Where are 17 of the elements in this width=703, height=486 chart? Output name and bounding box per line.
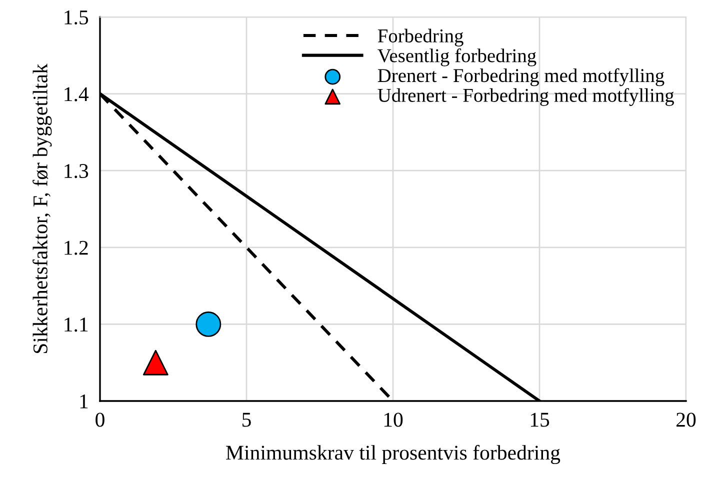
legend-label: Forbedring — [378, 28, 464, 46]
y-tick-label: 1.5 — [64, 10, 88, 25]
y-axis-title: Sikkerhetsfaktor, F, før byggetiltak — [32, 64, 52, 354]
y-tick-label: 1.2 — [64, 240, 88, 255]
y-tick-label: 1.4 — [64, 87, 89, 102]
x-axis-title: Minimumskrav til prosentvis forbedring — [226, 444, 560, 464]
y-tick-label: 1 — [80, 394, 88, 408]
legend-label: Drenert - Forbedring med motfylling — [378, 68, 664, 86]
legend-label: Vesentlig forbedring — [378, 48, 536, 66]
y-tick-label: 1.1 — [64, 318, 88, 332]
legend-label: Udrenert - Forbedring med motfylling — [378, 88, 674, 106]
x-tick-label: 0 — [96, 412, 104, 427]
y-tick-label: 1.3 — [64, 164, 88, 178]
x-tick-label: 10 — [384, 412, 403, 427]
x-tick-label: 15 — [530, 412, 550, 427]
x-tick-label: 5 — [242, 412, 251, 427]
x-tick-label: 20 — [676, 412, 696, 427]
